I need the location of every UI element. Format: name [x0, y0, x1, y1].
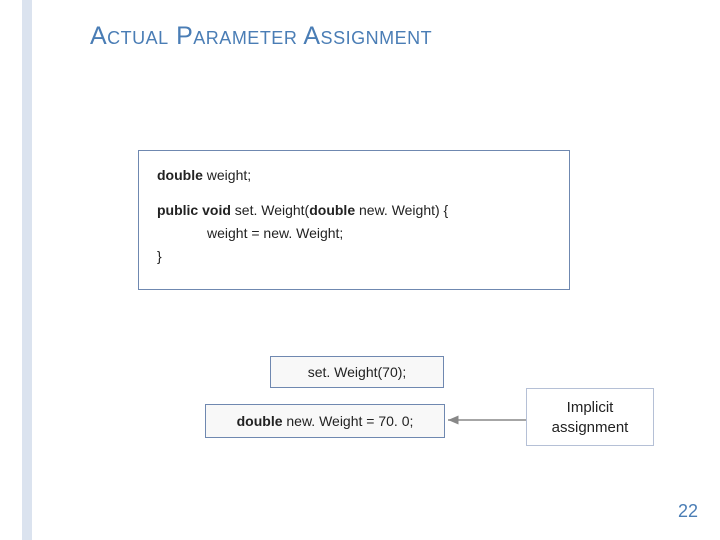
call-box: set. Weight(70);	[270, 356, 444, 388]
code-line-body: weight = new. Weight;	[157, 223, 551, 244]
accent-left-bar	[22, 0, 32, 540]
call-text: set. Weight(70);	[308, 364, 407, 380]
label-line-1: Implicit	[527, 398, 653, 418]
implicit-label-box: Implicit assignment	[526, 388, 654, 446]
code-line-close: }	[157, 246, 551, 267]
sig-mid: set. Weight(	[231, 202, 309, 218]
kw-public-void: public void	[157, 202, 231, 218]
decl-rest: weight;	[203, 167, 251, 183]
code-line-signature: public void set. Weight(double new. Weig…	[157, 200, 551, 221]
assign-box: double new. Weight = 70. 0;	[205, 404, 445, 438]
kw-double-2: double	[309, 202, 355, 218]
kw-double-3: double	[237, 413, 283, 429]
sig-rest: new. Weight) {	[355, 202, 448, 218]
page-number: 22	[678, 501, 698, 522]
code-block: double weight; public void set. Weight(d…	[138, 150, 570, 290]
slide-title: Actual Parameter Assignment	[90, 22, 432, 51]
kw-double-1: double	[157, 167, 203, 183]
assign-rest: new. Weight = 70. 0;	[283, 413, 414, 429]
code-line-decl: double weight;	[157, 165, 551, 186]
label-line-2: assignment	[527, 418, 653, 438]
